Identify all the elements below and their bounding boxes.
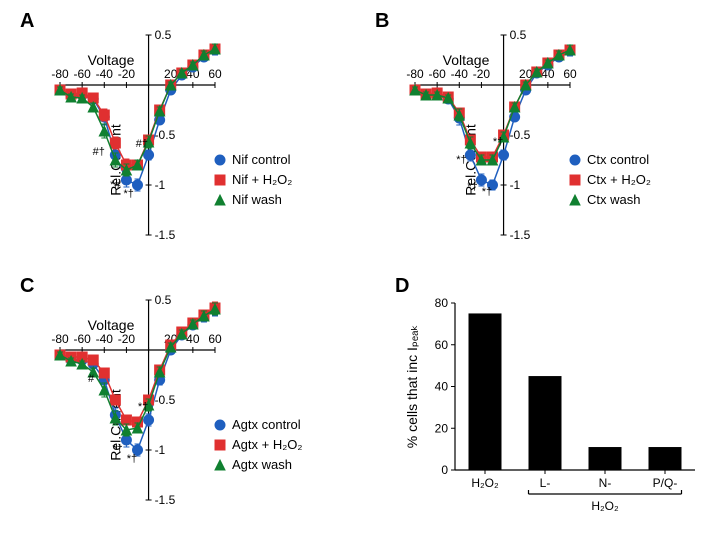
svg-text:60: 60: [208, 67, 222, 81]
svg-text:-40: -40: [96, 332, 114, 346]
x-axis-title: Voltage: [443, 52, 490, 68]
svg-text:-1.5: -1.5: [155, 493, 176, 507]
sig-annotation: *†: [123, 188, 133, 200]
svg-text:80: 80: [435, 296, 449, 310]
sig-annotation: *†: [138, 401, 148, 413]
svg-text:-60: -60: [73, 332, 91, 346]
legend-item: Nif + H₂O₂: [232, 172, 292, 187]
bar-category-label: H₂O₂: [471, 476, 499, 490]
svg-text:0: 0: [441, 463, 448, 477]
y-axis-title: % cells that inc Iₚₑₐₖ: [404, 325, 420, 449]
svg-text:-80: -80: [51, 67, 69, 81]
svg-text:-1.5: -1.5: [155, 228, 176, 242]
sig-annotation: #: [88, 373, 95, 385]
panel-D: D 0 20 40 60 80 % cells that inc Iₚₑₐₖ H₂O₂ L- N-…: [395, 275, 705, 525]
bar-category-label: L-: [540, 476, 551, 490]
svg-text:-80: -80: [406, 67, 424, 81]
bar-category-label: P/Q-: [653, 476, 678, 490]
panel-label-B: B: [375, 10, 389, 33]
svg-text:-20: -20: [473, 67, 491, 81]
legend-item: Nif control: [232, 152, 291, 167]
legend-item: Ctx control: [587, 152, 649, 167]
panel-A: A-80-60-40-20204060-1.5-1-0.50.5VoltageR…: [20, 10, 360, 260]
sig-annotation: *†: [482, 186, 492, 198]
svg-text:-0.5: -0.5: [510, 128, 531, 142]
bar-category-label: N-: [599, 476, 612, 490]
svg-text:-1: -1: [155, 178, 166, 192]
svg-text:20: 20: [435, 421, 449, 435]
svg-text:-0.5: -0.5: [155, 128, 176, 142]
figure-root: A-80-60-40-20204060-1.5-1-0.50.5VoltageR…: [0, 0, 722, 535]
svg-text:60: 60: [208, 332, 222, 346]
svg-text:60: 60: [435, 338, 449, 352]
legend-item: Nif wash: [232, 192, 282, 207]
group-label: H₂O₂: [591, 499, 619, 513]
svg-text:-1.5: -1.5: [510, 228, 531, 242]
sig-annotation: *†: [467, 181, 477, 193]
legend-item: Agtx wash: [232, 457, 292, 472]
svg-text:-40: -40: [451, 67, 469, 81]
panel-label-D: D: [395, 275, 409, 298]
svg-text:-1: -1: [155, 443, 166, 457]
sig-annotation: *†: [493, 136, 503, 148]
svg-text:-60: -60: [73, 67, 91, 81]
sig-annotation: *†: [112, 443, 122, 455]
sig-annotation: *†: [456, 154, 466, 166]
legend-item: Agtx control: [232, 417, 301, 432]
svg-text:0.5: 0.5: [155, 28, 172, 42]
x-axis-title: Voltage: [88, 52, 135, 68]
svg-text:0.5: 0.5: [155, 293, 172, 307]
legend-item: Agtx + H₂O₂: [232, 437, 302, 452]
sig-annotation: *†: [127, 453, 137, 465]
svg-text:-80: -80: [51, 332, 69, 346]
panel-label-A: A: [20, 10, 34, 33]
svg-text:-40: -40: [96, 67, 114, 81]
svg-text:-60: -60: [428, 67, 446, 81]
svg-text:40: 40: [435, 380, 449, 394]
sig-annotation: #†: [93, 146, 105, 158]
panel-label-C: C: [20, 275, 34, 298]
svg-text:-0.5: -0.5: [155, 393, 176, 407]
sig-annotation: #†: [136, 138, 148, 150]
svg-text:60: 60: [563, 67, 577, 81]
svg-text:-1: -1: [510, 178, 521, 192]
legend-item: Ctx + H₂O₂: [587, 172, 651, 187]
svg-text:0.5: 0.5: [510, 28, 527, 42]
sig-annotation: *#: [110, 179, 121, 191]
legend-item: Ctx wash: [587, 192, 640, 207]
x-axis-title: Voltage: [88, 317, 135, 333]
svg-text:-20: -20: [118, 67, 136, 81]
svg-text:-20: -20: [118, 332, 136, 346]
panel-C: C-80-60-40-20204060-1.5-1-0.50.5VoltageR…: [20, 275, 360, 525]
panel-B: B-80-60-40-20204060-1.5-1-0.50.5VoltageR…: [375, 10, 715, 260]
svg-text:40: 40: [186, 332, 200, 346]
